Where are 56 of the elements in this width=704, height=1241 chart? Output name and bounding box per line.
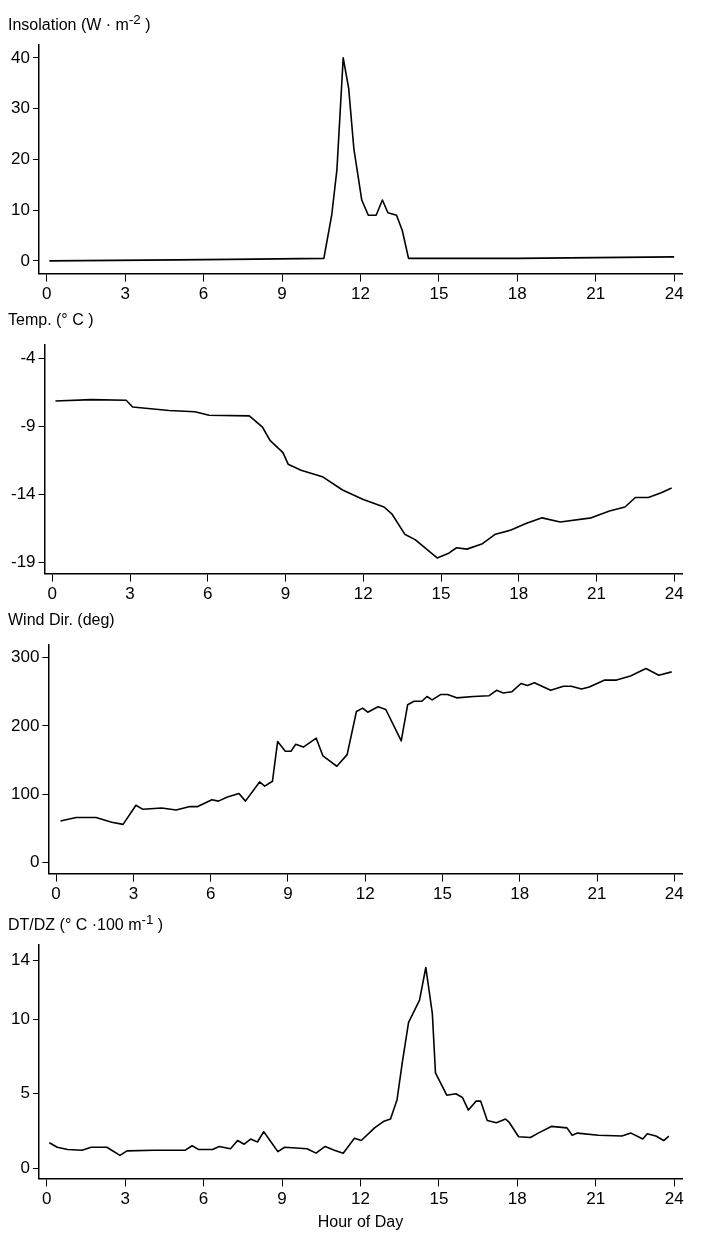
x-tick-label: 18 — [510, 884, 530, 904]
x-tick-label: 9 — [277, 1189, 287, 1209]
x-tick-label: 18 — [509, 584, 529, 604]
y-tick-label: 100 — [10, 783, 40, 803]
y-tick-label: 30 — [10, 98, 30, 118]
y-tick-label: 10 — [10, 1009, 30, 1029]
y-tick-label: 10 — [10, 199, 30, 219]
x-tick-label: 3 — [128, 884, 139, 904]
x-tick-label: 21 — [587, 584, 606, 604]
x-tick-label: 24 — [664, 584, 684, 604]
x-tick-label: 15 — [431, 584, 451, 604]
y-tick-label: 14 — [10, 949, 30, 969]
x-tick-label: 15 — [429, 284, 449, 304]
x-tick-label: 21 — [587, 884, 607, 904]
y-tick-label: 0 — [20, 250, 30, 270]
y-axis-title: Wind Dir. (deg) — [8, 610, 116, 630]
y-tick-label: -14 — [10, 484, 36, 504]
x-tick-label: 15 — [429, 1189, 449, 1209]
y-tick-label: 40 — [10, 47, 30, 67]
y-tick-label: 5 — [20, 1083, 30, 1103]
y-axis-title: DT/DZ (° C ·100 m$^{-1}$ ) — [8, 911, 165, 934]
x-tick-label: 3 — [120, 1189, 130, 1209]
x-tick-label: 6 — [198, 284, 209, 304]
x-tick-label: 9 — [283, 884, 293, 904]
x-tick-label: 15 — [432, 884, 452, 904]
x-tick-label: 9 — [280, 584, 291, 604]
y-tick-label: -4 — [20, 348, 36, 368]
x-tick-label: 18 — [507, 284, 527, 304]
x-tick-label: 6 — [205, 884, 216, 904]
x-axis-title: Hour of Day — [317, 1212, 404, 1230]
x-tick-label: 24 — [664, 1189, 684, 1209]
y-tick-label: -9 — [20, 416, 36, 436]
x-tick-label: 6 — [198, 1189, 209, 1209]
y-axis-title: Insolation (W · m$^{-2}$ ) — [8, 11, 152, 34]
y-tick-label: 0 — [20, 1157, 30, 1177]
x-tick-label: 9 — [277, 284, 287, 304]
x-tick-label: 0 — [51, 884, 61, 904]
y-tick-label: 300 — [10, 647, 40, 667]
x-tick-label: 21 — [586, 1189, 606, 1209]
x-tick-label: 12 — [350, 1189, 370, 1209]
x-tick-label: 21 — [586, 284, 606, 304]
y-tick-label: 0 — [29, 852, 40, 872]
y-axis-title: Temp. (° C ) — [8, 310, 95, 330]
x-tick-label: 3 — [125, 584, 135, 604]
x-tick-label: 12 — [350, 284, 370, 304]
x-tick-label: 3 — [120, 284, 130, 304]
y-tick-label: 200 — [10, 715, 40, 735]
x-tick-label: 12 — [353, 584, 373, 604]
x-tick-label: 0 — [47, 584, 58, 604]
y-tick-label: -19 — [10, 552, 36, 572]
x-tick-label: 12 — [355, 884, 375, 904]
x-tick-label: 6 — [203, 584, 213, 604]
x-tick-label: 18 — [507, 1189, 527, 1209]
y-tick-label: 20 — [10, 149, 30, 169]
x-tick-label: 24 — [664, 884, 684, 904]
x-tick-label: 24 — [664, 284, 684, 304]
